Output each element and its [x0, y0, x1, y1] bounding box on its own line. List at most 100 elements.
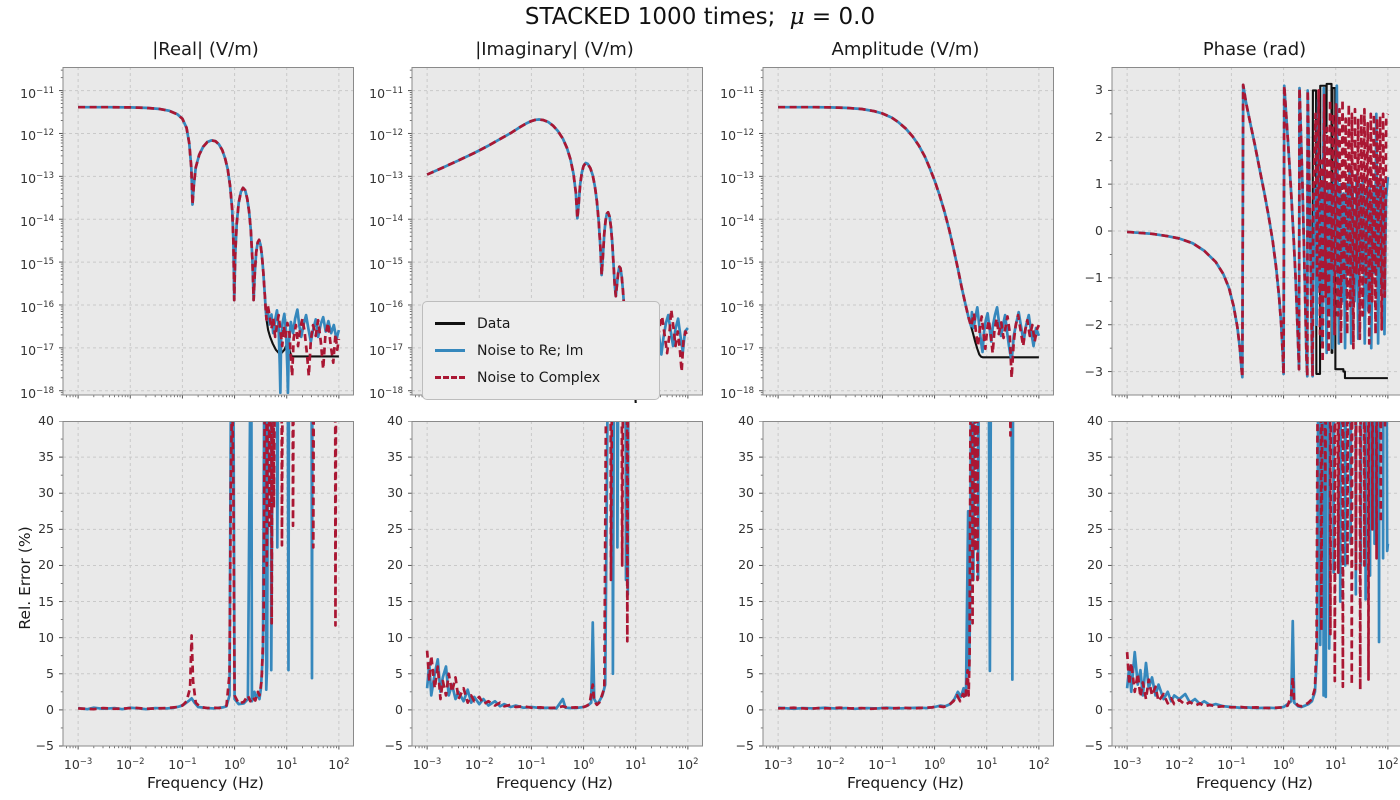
subplot-imaginary-error: Frequency (Hz) 40 35 30 25 20 15 10 5 0 −5 10−3 10−…	[362, 393, 703, 798]
y-tick-label: 10−13	[20, 171, 54, 187]
y-tick-label: 1	[1095, 176, 1103, 192]
y-tick-label: −3	[1084, 363, 1103, 379]
y-tick-label: 10−17	[20, 342, 54, 358]
subplot-real-title: |Real| (V/m)	[152, 39, 259, 60]
subplot-phase-title: Phase (rad)	[1202, 39, 1307, 60]
plot-canvas	[759, 421, 1054, 750]
x-tick-label: 100	[1272, 757, 1295, 773]
x-tick-label: 10−3	[412, 757, 442, 773]
y-tick-label: 5	[395, 665, 403, 681]
y-tick-label: 0	[395, 701, 403, 717]
x-tick-label: 101	[276, 757, 298, 773]
legend-box: Data Noise to Re; Im Noise to Complex	[422, 301, 660, 400]
plot-canvas	[59, 421, 354, 750]
y-tick-label: −5	[35, 738, 54, 753]
x-tick-label: 101	[976, 757, 998, 773]
y-tick-label: 10−15	[20, 257, 54, 273]
legend-label-noise-complex: Noise to Complex	[477, 369, 601, 386]
x-tick-label: 10−1	[1217, 757, 1246, 773]
x-tick-label: 10−3	[763, 757, 793, 773]
y-tick-label: 40	[738, 413, 754, 428]
legend-swatch-data	[435, 322, 465, 325]
y-tick-label: 15	[387, 593, 403, 609]
x-tick-label: 102	[1377, 757, 1399, 773]
y-tick-label: 10−11	[20, 85, 54, 101]
y-tick-label: 30	[738, 485, 754, 501]
y-tick-label: 20	[1087, 557, 1103, 573]
y-tick-label: 30	[1087, 485, 1103, 501]
x-tick-label: 10−2	[1165, 757, 1194, 773]
x-tick-label: 10−3	[1112, 757, 1142, 773]
subplot-amplitude-error: Frequency (Hz) 40 35 30 25 20 15 10 5 0 −5 10−3 10−…	[713, 393, 1054, 798]
y-tick-label: 2	[1095, 129, 1103, 145]
y-tick-label: 5	[1095, 665, 1103, 681]
subplot-amplitude-title: Amplitude (V/m)	[831, 39, 980, 60]
subplot-phase: Phase (rad) 3 2 1 0 −1 −2 −3	[1062, 39, 1400, 403]
y-tick-label: 10−17	[369, 342, 403, 358]
y-tick-label: 20	[38, 557, 54, 573]
plot-canvas	[59, 67, 354, 399]
legend-swatch-noise-complex	[435, 376, 465, 379]
x-tick-label: 100	[223, 757, 246, 773]
y-tick-label: 0	[1095, 223, 1103, 238]
x-tick-label: 102	[677, 757, 699, 773]
x-tick-label: 102	[328, 757, 350, 773]
subplot-amplitude: Amplitude (V/m) 10−11 10−12 10−13 10−14 10−1…	[713, 39, 1054, 403]
y-tick-label: 10−15	[720, 257, 754, 273]
y-tick-label: 10−16	[369, 299, 403, 316]
y-tick-label: 15	[1087, 593, 1103, 609]
y-tick-label: 30	[387, 485, 403, 501]
y-tick-label: −5	[1084, 738, 1103, 753]
y-tick-label: 10−17	[720, 342, 754, 358]
figure-title-main: STACKED 1000 times;	[524, 4, 776, 30]
y-tick-label: −1	[1084, 269, 1103, 285]
y-tick-label: 10−16	[720, 299, 754, 316]
legend-label-noise-reim: Noise to Re; Im	[477, 342, 584, 359]
y-tick-label: 10−13	[369, 171, 403, 187]
legend-item-noise-reim: Noise to Re; Im	[435, 337, 647, 364]
x-tick-label: 10−3	[63, 757, 93, 773]
x-tick-label: 10−2	[465, 757, 494, 773]
legend-item-noise-complex: Noise to Complex	[435, 364, 647, 391]
x-tick-label: 102	[1028, 757, 1050, 773]
y-tick-label: 20	[387, 557, 403, 573]
x-tick-label: 100	[923, 757, 946, 773]
legend-swatch-noise-reim	[435, 349, 465, 352]
y-tick-label: 10−12	[720, 128, 754, 144]
subplot-phase-error: Frequency (Hz) 40 35 30 25 20 15 10 5 0 −5 10−3 10−…	[1062, 393, 1400, 798]
x-tick-label: 10−1	[168, 757, 197, 773]
x-tick-label: 101	[1325, 757, 1347, 773]
y-tick-label: −2	[1084, 316, 1103, 332]
y-tick-label: 10−12	[369, 128, 403, 144]
y-tick-label: 10−14	[369, 214, 403, 230]
y-tick-label: 25	[38, 521, 54, 537]
y-tick-label: 10−14	[720, 214, 754, 230]
x-axis-label-frequency-1: Frequency (Hz)	[147, 774, 264, 792]
y-tick-label: 40	[1087, 413, 1103, 428]
figure-title: STACKED 1000 times; μ = 0.0	[0, 4, 1400, 30]
y-tick-label: 10−14	[20, 214, 54, 230]
y-tick-label: 3	[1095, 82, 1103, 98]
x-tick-label: 10−2	[116, 757, 145, 773]
y-tick-label: 0	[746, 701, 754, 717]
x-axis-label-frequency-4: Frequency (Hz)	[1196, 774, 1313, 792]
y-tick-label: 40	[387, 413, 403, 428]
y-tick-label: 40	[38, 413, 54, 428]
subplot-imaginary-title: |Imaginary| (V/m)	[475, 39, 634, 60]
y-tick-label: 10−18	[369, 385, 403, 401]
y-tick-label: 10−16	[20, 299, 54, 316]
y-tick-label: 25	[738, 521, 754, 537]
y-tick-label: 35	[387, 449, 403, 465]
y-tick-label: 35	[38, 449, 54, 465]
subplot-real: |Real| (V/m) 10−11 10−12 10−13 10−14 10−15 10…	[13, 39, 354, 403]
plot-canvas	[1108, 421, 1400, 750]
y-tick-label: 10−11	[720, 85, 754, 101]
plot-canvas	[1108, 67, 1400, 399]
figure-title-mu: μ	[789, 4, 805, 30]
y-tick-label: 10−18	[720, 385, 754, 401]
y-tick-label: 15	[38, 593, 54, 609]
y-tick-label: 0	[46, 701, 54, 717]
y-tick-label: −5	[735, 738, 754, 753]
y-tick-label: 10−12	[20, 128, 54, 144]
